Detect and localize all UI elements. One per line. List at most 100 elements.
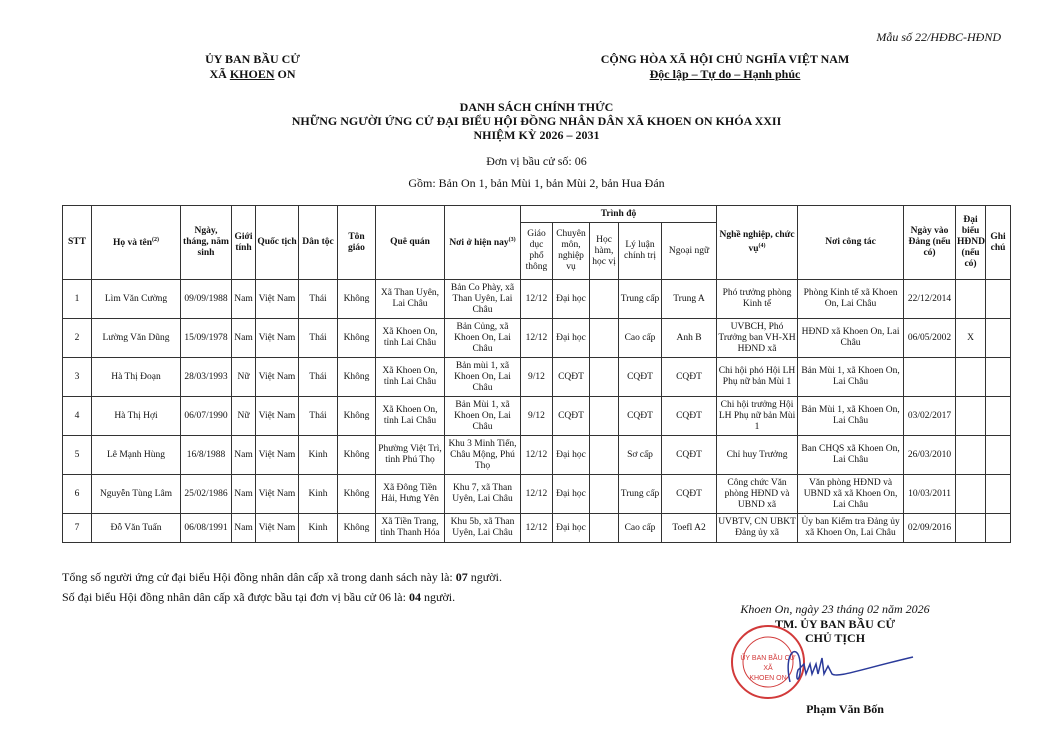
cell-workplace: Ban CHQS xã Khoen On, Lai Châu	[797, 435, 905, 475]
cell-degree	[589, 396, 619, 436]
cell-hometown: Xã Đông Tiền Hải, Hưng Yên	[375, 474, 445, 514]
cell-language: CQĐT	[660, 435, 718, 475]
cell-general-edu: 12/12	[520, 513, 553, 543]
cell-gender: Nam	[231, 318, 256, 358]
cell-dob: 28/03/1993	[180, 357, 232, 397]
cell-stt: 1	[62, 279, 92, 319]
cell-religion: Không	[337, 513, 376, 543]
signer-name: Phạm Văn Bốn	[806, 702, 884, 716]
total-prefix: Tổng số người ứng cử đại biểu Hội đồng n…	[62, 570, 456, 584]
cell-name: Hà Thị Hợi	[91, 396, 181, 436]
header-occupation-text: Nghề nghiệp, chức vụ	[719, 229, 795, 255]
cell-political: CQĐT	[618, 396, 662, 436]
cell-general-edu: 9/12	[520, 396, 553, 436]
cell-political: Trung cấp	[618, 279, 662, 319]
svg-text:KHOEN ON: KHOEN ON	[749, 675, 786, 682]
issuer-suffix: ON	[274, 67, 296, 81]
cell-note	[985, 396, 1012, 436]
cell-professional: Đại học	[552, 513, 590, 543]
cell-residence: Bản Co Phày, xã Than Uyên, Lai Châu	[444, 279, 521, 319]
svg-text:XÃ: XÃ	[763, 663, 773, 672]
cell-dob: 09/09/1988	[180, 279, 232, 319]
issuer-prefix: XÃ	[209, 67, 230, 81]
cell-religion: Không	[337, 318, 376, 358]
cell-hometown: Xã Khoen On, tỉnh Lai Châu	[375, 318, 445, 358]
cell-residence: Khu 3 Minh Tiến, Châu Mộng, Phú Thọ	[444, 435, 521, 475]
header-ethnicity: Dân tộc	[298, 205, 338, 280]
cell-hometown: Xã Than Uyên, Lai Châu	[375, 279, 445, 319]
document-title: DANH SÁCH CHÍNH THỨC NHỮNG NGƯỜI ỨNG CỬ …	[0, 100, 1051, 142]
header-residence-text: Nơi ở hiện nay	[449, 238, 509, 249]
cell-nationality: Việt Nam	[255, 513, 299, 543]
nation-name: CỘNG HÒA XÃ HỘI CHỦ NGHĨA VIỆT NAM	[600, 52, 850, 66]
cell-name: Nguyễn Tùng Lâm	[91, 474, 181, 514]
cell-degree	[589, 435, 619, 475]
cell-occupation: Chỉ huy Trưởng	[716, 435, 799, 475]
cell-political: Trung cấp	[618, 474, 662, 514]
cell-professional: Đại học	[552, 318, 590, 358]
cell-nationality: Việt Nam	[255, 318, 299, 358]
cell-party-date: 06/05/2002	[903, 318, 957, 358]
cell-delegate	[955, 279, 987, 319]
cell-gender: Nữ	[231, 396, 256, 436]
cell-workplace: Bản Mùi 1, xã Khoen On, Lai Châu	[797, 396, 905, 436]
cell-degree	[589, 318, 619, 358]
elected-prefix: Số đại biểu Hội đồng nhân dân cấp xã đượ…	[62, 590, 409, 604]
nation-motto: Độc lập – Tự do – Hạnh phúc	[649, 67, 801, 81]
cell-note	[985, 279, 1012, 319]
header-professional: Chuyên môn, nghiệp vụ	[552, 222, 590, 280]
cell-residence: Bản mùi 1, xã Khoen On, Lai Châu	[444, 357, 521, 397]
cell-dob: 25/02/1986	[180, 474, 232, 514]
table-row: 7 Đỗ Văn Tuấn 06/08/1991 Nam Việt Nam Kinh Khô…	[62, 513, 1012, 543]
cell-professional: Đại học	[552, 474, 590, 514]
elected-count: Số đại biểu Hội đồng nhân dân cấp xã đượ…	[62, 590, 455, 605]
cell-party-date	[903, 357, 957, 397]
cell-occupation: Công chức Văn phòng HĐND và UBND xã	[716, 474, 799, 514]
signature-role: CHỦ TỊCH	[804, 631, 866, 645]
issuer-header: ỦY BAN BẦU CỬ XÃ KHOEN ON	[160, 52, 345, 82]
cell-stt: 6	[62, 474, 92, 514]
cell-political: Cao cấp	[618, 513, 662, 543]
cell-political: CQĐT	[618, 357, 662, 397]
cell-religion: Không	[337, 396, 376, 436]
official-seal: ỦY BAN BẦU CỬ XÃ KHOEN ON	[731, 625, 805, 699]
cell-party-date: 10/03/2011	[903, 474, 957, 514]
cell-party-date: 22/12/2014	[903, 279, 957, 319]
cell-general-edu: 12/12	[520, 474, 553, 514]
cell-residence: Bản Củng, xã Khoen On, Lai Châu	[444, 318, 521, 358]
header-occupation: Nghề nghiệp, chức vụ(4)	[716, 205, 799, 280]
cell-degree	[589, 357, 619, 397]
cell-professional: Đại học	[552, 279, 590, 319]
cell-party-date: 26/03/2010	[903, 435, 957, 475]
cell-stt: 4	[62, 396, 92, 436]
cell-religion: Không	[337, 279, 376, 319]
cell-language: CQĐT	[660, 357, 718, 397]
cell-note	[985, 318, 1012, 358]
cell-language: Toefl A2	[660, 513, 718, 543]
nation-header: CỘNG HÒA XÃ HỘI CHỦ NGHĨA VIỆT NAM Độc l…	[560, 52, 890, 82]
cell-political: Cao cấp	[618, 318, 662, 358]
cell-dob: 06/07/1990	[180, 396, 232, 436]
cell-religion: Không	[337, 435, 376, 475]
header-residence-sup: (3)	[508, 237, 516, 244]
cell-party-date: 02/09/2016	[903, 513, 957, 543]
table-row: 6 Nguyễn Tùng Lâm 25/02/1986 Nam Việt Nam Kin…	[62, 474, 1012, 514]
cell-degree	[589, 474, 619, 514]
cell-workplace: HĐND xã Khoen On, Lai Châu	[797, 318, 905, 358]
cell-language: Anh B	[660, 318, 718, 358]
cell-note	[985, 474, 1012, 514]
cell-dob: 15/09/1978	[180, 318, 232, 358]
header-dob: Ngày, tháng, năm sinh	[180, 205, 232, 280]
title-line1: DANH SÁCH CHÍNH THỨC	[459, 100, 614, 114]
form-number: Mẫu số 22/HĐBC-HĐND	[876, 30, 1001, 44]
cell-religion: Không	[337, 474, 376, 514]
electoral-unit: Đơn vị bầu cử số: 06	[486, 154, 587, 168]
table-row: 2 Lường Văn Dũng 15/09/1978 Nam Việt Nam Thái…	[62, 318, 1012, 358]
cell-professional: Đại học	[552, 435, 590, 475]
cell-party-date: 03/02/2017	[903, 396, 957, 436]
cell-nationality: Việt Nam	[255, 357, 299, 397]
header-education-group: Trình độ	[519, 205, 718, 223]
cell-degree	[589, 513, 619, 543]
cell-stt: 7	[62, 513, 92, 543]
cell-stt: 3	[62, 357, 92, 397]
